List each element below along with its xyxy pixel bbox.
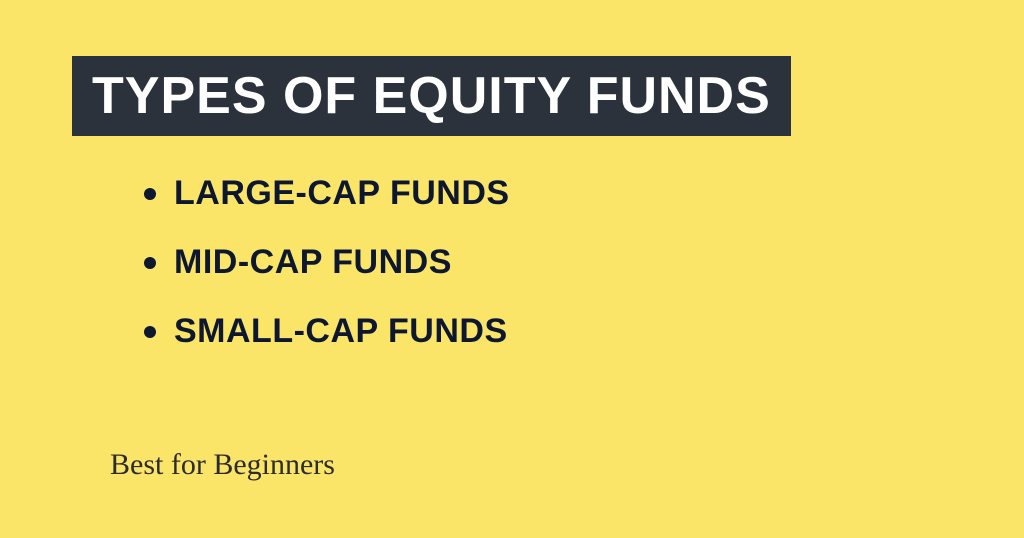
bullet-icon [144, 188, 156, 200]
bullet-text: SMALL-CAP FUNDS [174, 312, 508, 351]
footer-caption: Best for Beginners [110, 448, 335, 482]
bullet-text: MID-CAP FUNDS [174, 243, 452, 282]
bullet-text: LARGE-CAP FUNDS [174, 174, 510, 213]
slide-title: TYPES OF EQUITY FUNDS [72, 56, 791, 136]
list-item: SMALL-CAP FUNDS [144, 312, 952, 351]
slide-container: TYPES OF EQUITY FUNDS LARGE-CAP FUNDS MI… [0, 0, 1024, 538]
list-item: LARGE-CAP FUNDS [144, 174, 952, 213]
list-item: MID-CAP FUNDS [144, 243, 952, 282]
bullet-list: LARGE-CAP FUNDS MID-CAP FUNDS SMALL-CAP … [144, 174, 952, 351]
bullet-icon [144, 257, 156, 269]
bullet-icon [144, 326, 156, 338]
